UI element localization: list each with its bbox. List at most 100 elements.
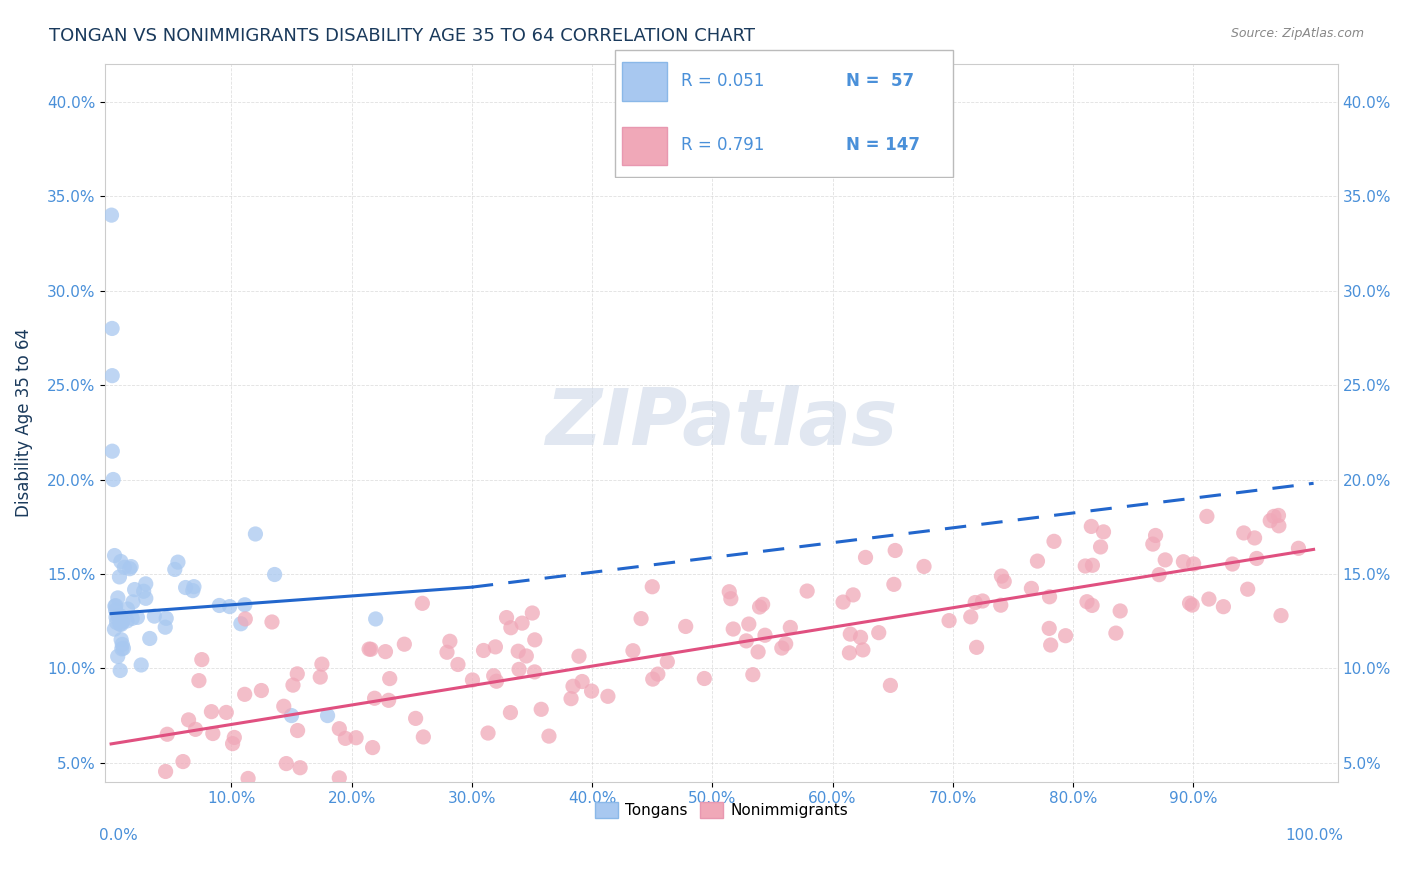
Point [568, 649, 591, 664]
Point [163, 562, 186, 576]
Text: N =  57: N = 57 [846, 71, 914, 90]
Point [990, 569, 1012, 583]
Point [966, 640, 988, 655]
Point [107, 649, 129, 664]
Point [1081, 599, 1104, 613]
Point [621, 644, 644, 658]
Point [121, 611, 143, 625]
Point [108, 570, 131, 584]
Point [111, 641, 134, 656]
Point [641, 580, 664, 594]
Point [411, 596, 433, 610]
Point [120, 559, 142, 574]
Point [630, 611, 652, 625]
Point [224, 731, 246, 745]
Point [912, 559, 935, 574]
Point [879, 678, 901, 692]
Point [236, 772, 259, 786]
Point [110, 664, 132, 678]
Point [344, 731, 367, 745]
Point [276, 756, 298, 771]
Point [581, 684, 603, 698]
Point [884, 543, 907, 558]
Point [143, 609, 166, 624]
Point [155, 764, 177, 779]
Point [122, 595, 145, 609]
Point [735, 633, 758, 648]
Point [748, 600, 770, 615]
Point [328, 722, 350, 736]
Point [191, 652, 214, 666]
Point [596, 690, 619, 704]
Point [103, 549, 125, 563]
Point [1270, 608, 1292, 623]
Point [108, 617, 131, 632]
FancyBboxPatch shape [614, 50, 953, 178]
Point [1080, 519, 1102, 533]
Point [796, 584, 818, 599]
Point [747, 645, 769, 659]
Point [523, 632, 546, 647]
Point [101, 321, 124, 335]
Point [335, 731, 357, 746]
Point [495, 610, 517, 624]
Point [112, 560, 135, 574]
Point [218, 599, 240, 614]
Point [263, 567, 285, 582]
Point [657, 655, 679, 669]
Point [201, 726, 224, 740]
Point [1288, 541, 1310, 556]
Point [115, 614, 138, 628]
Point [990, 598, 1012, 612]
Point [105, 615, 128, 630]
Point [647, 667, 669, 681]
Point [775, 637, 797, 651]
Point [316, 708, 339, 723]
Point [508, 644, 530, 658]
Legend: Tongans, Nonimmigrants: Tongans, Nonimmigrants [589, 796, 855, 824]
Point [852, 643, 875, 657]
Point [221, 737, 243, 751]
Point [738, 617, 761, 632]
Point [439, 634, 461, 648]
Point [104, 599, 127, 614]
Point [155, 611, 177, 625]
Point [281, 678, 304, 692]
Point [477, 726, 499, 740]
Point [1038, 621, 1060, 635]
Point [1076, 595, 1098, 609]
Point [280, 708, 302, 723]
Point [229, 616, 252, 631]
Point [938, 614, 960, 628]
Point [233, 598, 256, 612]
Point [181, 583, 204, 598]
Point [1092, 524, 1115, 539]
Point [377, 693, 399, 707]
Point [172, 755, 194, 769]
Point [111, 637, 134, 651]
Point [499, 706, 522, 720]
Point [1038, 590, 1060, 604]
Point [139, 632, 162, 646]
Point [1026, 554, 1049, 568]
Point [1154, 553, 1177, 567]
Point [1258, 514, 1281, 528]
Point [1173, 555, 1195, 569]
Point [515, 648, 537, 663]
Point [132, 584, 155, 599]
Point [105, 610, 128, 624]
Point [839, 627, 862, 641]
Text: 100.0%: 100.0% [1286, 829, 1344, 843]
Point [233, 612, 256, 626]
Point [1268, 518, 1291, 533]
Point [215, 706, 238, 720]
Text: R = 0.791: R = 0.791 [681, 136, 763, 154]
Point [245, 527, 267, 541]
Point [378, 672, 401, 686]
Point [693, 672, 716, 686]
Point [641, 672, 664, 686]
Point [868, 625, 890, 640]
Point [1090, 540, 1112, 554]
Point [754, 628, 776, 642]
Point [412, 730, 434, 744]
